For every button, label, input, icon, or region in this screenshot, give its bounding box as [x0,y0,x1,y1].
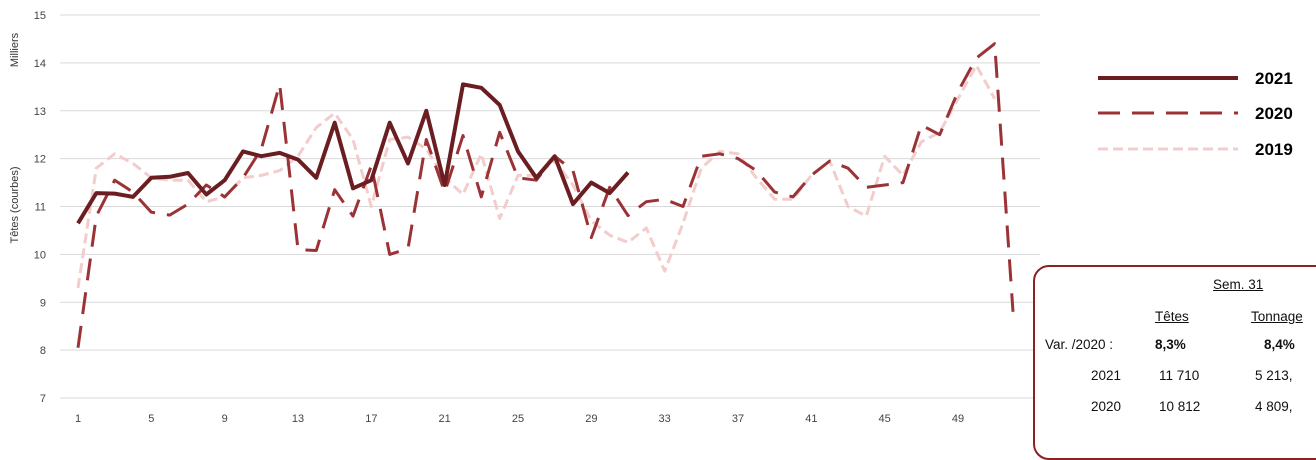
x-tick-label: 1 [75,413,81,425]
y-tick-label: 10 [34,249,46,261]
y-tick-label: 7 [40,393,46,405]
summary-header-tonnage: Tonnage [1251,309,1303,324]
summary-2020-tonnage: 4 809, [1255,399,1293,414]
summary-row-label: 2020 [1091,399,1122,414]
summary-title: Sem. 31 [1213,277,1264,292]
series-line-2020 [76,42,1015,348]
x-tick-label: 45 [879,413,891,425]
x-tick-label: 41 [805,413,817,425]
x-tick-label: 49 [952,413,964,425]
legend: 2021 2020 2019 [1098,69,1293,159]
x-tick-label: 33 [659,413,671,425]
x-tick-label: 9 [222,413,228,425]
x-tick-label: 21 [439,413,451,425]
y-tick-label: 15 [34,10,46,22]
y-tick-label: 8 [40,345,46,357]
y-tick-label: 11 [35,202,46,214]
summary-2021-tetes: 11 710 [1159,368,1200,383]
x-tick-label: 17 [365,413,377,425]
y-tick-label: 14 [34,58,46,70]
x-tick-label: 25 [512,413,524,425]
y-tick-label: 12 [34,154,46,166]
summary-header-tetes: Têtes [1155,309,1189,324]
y-tick-label: 13 [34,106,46,118]
summary-var-tonnage: 8,4% [1264,337,1295,352]
legend-label-2021: 2021 [1255,69,1293,88]
series-lines [76,42,1015,348]
y-tick-label: 9 [40,297,46,309]
legend-label-2020: 2020 [1255,104,1293,123]
y-axis-units: Milliers [9,32,21,67]
x-tick-labels: 1 5 9 13 17 21 25 29 33 37 41 45 49 [75,413,964,425]
x-tick-label: 5 [148,413,154,425]
summary-row-label: 2021 [1091,368,1122,383]
summary-2020-tetes: 10 812 [1159,399,1201,414]
y-axis-title: Têtes (courbes) [9,166,21,243]
summary-var-tetes: 8,3% [1155,337,1186,352]
series-line-2021 [76,82,630,225]
x-tick-label: 37 [732,413,744,425]
summary-row-label: Var. /2020 : [1045,337,1114,352]
grid [60,14,1040,399]
summary-box: Sem. 31 Têtes Tonnage Var. /2020 : 8,3% … [1033,265,1316,460]
legend-label-2019: 2019 [1255,140,1293,159]
x-tick-label: 13 [292,413,304,425]
x-tick-label: 29 [585,413,597,425]
y-tick-labels: 7 8 9 10 11 12 13 14 15 [34,10,46,405]
summary-2021-tonnage: 5 213, [1255,368,1293,383]
